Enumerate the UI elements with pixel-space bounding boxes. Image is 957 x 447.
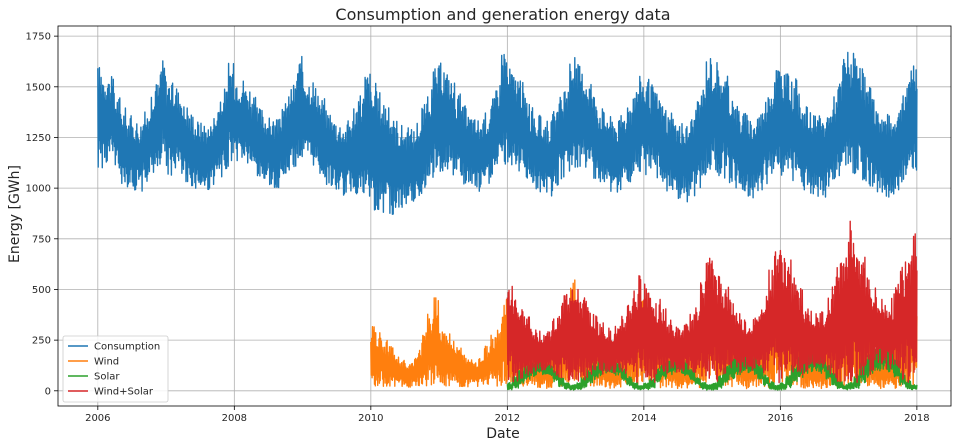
x-tick-label: 2008	[222, 413, 247, 424]
x-axis-title: Date	[486, 426, 519, 442]
plot-area-frame	[57, 25, 952, 407]
x-tick-label: 2014	[631, 413, 656, 424]
y-tick-label: 1500	[26, 82, 51, 93]
y-tick-label: 750	[32, 234, 51, 245]
axis-ticks: 2006 2008 2010 2012 2014 2016 2018 0 250 500 750 10…	[26, 32, 930, 424]
y-tick-label: 1000	[26, 184, 51, 195]
legend-box	[62, 335, 169, 403]
legend-label: Solar	[94, 372, 120, 383]
y-tick-label: 1750	[26, 32, 51, 43]
x-tick-label: 2010	[358, 413, 383, 424]
series-solar-line	[506, 341, 918, 391]
legend: Consumption Wind Solar Wind+Solar	[62, 335, 169, 403]
x-tick-label: 2006	[85, 413, 110, 424]
y-tick-label: 1250	[26, 133, 51, 144]
legend-label: Wind	[94, 357, 119, 368]
x-tick-label: 2018	[904, 413, 929, 424]
legend-label: Wind+Solar	[94, 387, 154, 398]
series-layer	[97, 51, 918, 391]
y-tick-label: 250	[32, 336, 51, 347]
y-tick-label: 500	[32, 285, 51, 296]
series-wind-solar-line	[506, 220, 918, 384]
x-tick-label: 2012	[495, 413, 520, 424]
chart-title: Consumption and generation energy data	[335, 5, 670, 24]
series-consumption-line	[97, 51, 918, 216]
y-tick-label: 0	[45, 386, 51, 397]
y-axis-title: Energy [GWh]	[7, 165, 23, 263]
legend-label: Consumption	[94, 342, 160, 353]
x-tick-label: 2016	[768, 413, 793, 424]
